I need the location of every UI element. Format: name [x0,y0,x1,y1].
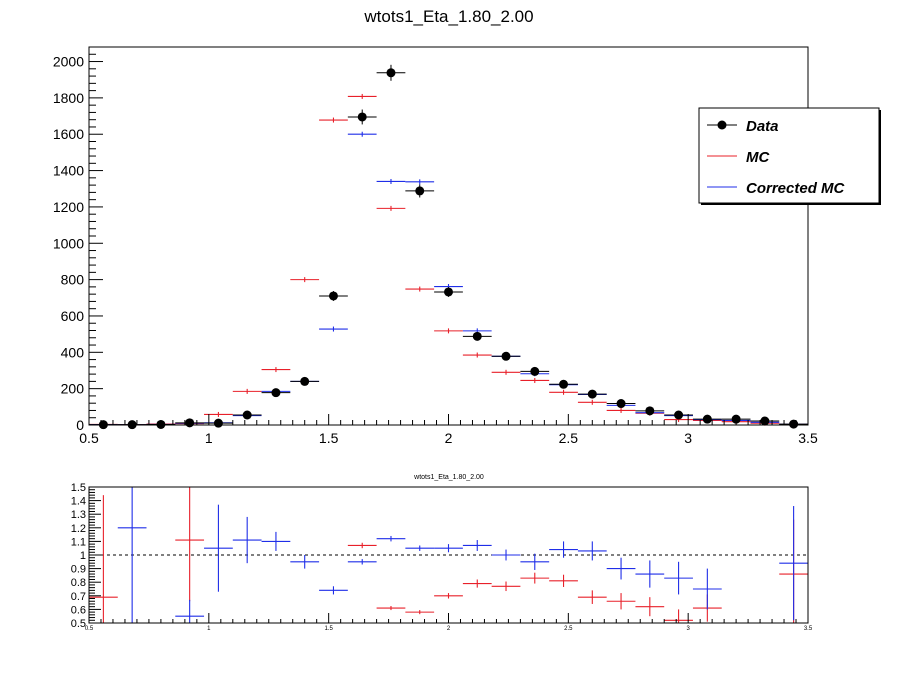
data-point [616,399,626,409]
main-x-tick-label: 0.5 [79,430,99,446]
data-point [415,186,425,196]
ratio-y-tick-label: 0.6 [71,604,86,616]
main-y-tick-label: 1200 [53,199,84,215]
legend-data-marker [717,120,727,130]
main-x-tick-label: 2 [445,430,453,446]
main-x-tick-label: 1 [205,430,213,446]
legend-label-data: Data [746,118,779,135]
legend-shadow-bottom [701,203,881,205]
main-y-tick-label: 800 [61,272,85,288]
main-title: wtots1_Eta_1.80_2.00 [363,7,533,26]
ratio-y-tick-label: 1.5 [71,482,86,494]
main-y-tick-label: 1800 [53,90,84,106]
data-point [501,351,511,361]
data-point [760,416,770,426]
ratio-y-tick-label: 1.3 [71,509,86,521]
ratio-marks [89,487,808,623]
data-point [702,414,712,424]
data-point [472,331,482,341]
ratio-x-tick-label: 3 [686,626,690,632]
legend-shadow [879,110,881,205]
ratio-frame [88,486,809,624]
data-point [185,418,195,428]
main-x-tick-label: 2.5 [559,430,579,446]
main-y-tick-label: 400 [61,344,85,360]
main-y-tick-label: 0 [76,417,84,433]
main-x-tick-label: 3.5 [798,430,818,446]
ratio-y-tick-label: 0.5 [71,618,86,630]
data-point [731,414,741,424]
ratio-x-tick-label: 2.5 [564,626,573,632]
ratio-y-tick-label: 1.1 [71,536,86,548]
data-point [271,388,281,398]
legend-entry-mc: MC [707,149,770,166]
ratio-y-tick-label: 1.2 [71,523,86,535]
data-point [789,419,799,429]
ratio-x-tick-label: 3.5 [804,626,813,632]
legend-label-corrected-mc: Corrected MC [746,180,846,197]
main-frame [88,46,809,426]
main-y-tick-label: 1400 [53,163,84,179]
legend-label-mc: MC [746,149,770,166]
data-point [530,366,540,376]
main-x-tick-label: 1.5 [319,430,339,446]
ratio-y-tick-label: 0.9 [71,564,86,576]
ratio-x-tick-label: 1 [207,626,211,632]
main-y-tick-label: 600 [61,308,85,324]
main-y-tick-label: 1600 [53,126,84,142]
main-y-tick-label: 2000 [53,54,84,70]
legend: Data MC Corrected MC [698,107,881,205]
data-point [386,68,396,78]
data-point [328,291,338,301]
ratio-y-tick-label: 0.8 [71,577,86,589]
ratio-x-tick-label: 0.5 [85,626,94,632]
main-y-tick-label: 1000 [53,235,84,251]
data-point [674,410,684,420]
legend-entry-corrected-mc: Corrected MC [707,180,846,197]
ratio-x-tick-label: 2 [447,626,451,632]
ratio-y-tick-label: 1.4 [71,496,86,508]
main-y-axis: 0 200 400 600 800 1000 1200 1400 1600 1800 2000 [53,46,103,433]
data-point [645,406,655,416]
data-point [559,379,569,389]
ratio-x-tick-label: 1.5 [324,626,333,632]
main-plot: wtots1_Eta_1.80_2.00 0.5 1 1.5 2 2.5 3 3.5 0 20… [53,7,818,446]
data-point [300,376,310,386]
ratio-y-tick-label: 0.7 [71,591,86,603]
data-point [242,410,252,420]
ratio-y-axis: 0.5 0.60.7 0.80.9 1 1.11.2 1.31.4 1.5 [71,482,101,630]
main-x-tick-label: 3 [684,430,692,446]
main-x-axis: 0.5 1 1.5 2 2.5 3 3.5 [79,414,818,446]
data-point [587,389,597,399]
data-point [444,287,453,297]
ratio-plot: wtots1_Eta_1.80_2.00 0.5 1 1.5 2 2.5 3 3.5 0.5… [71,474,813,632]
data-point [213,418,223,428]
ratio-title: wtots1_Eta_1.80_2.00 [413,474,484,481]
main-y-tick-label: 200 [61,381,85,397]
main-marks [89,64,808,430]
legend-entry-data: Data [707,118,779,135]
ratio-x-axis: 0.5 1 1.5 2 2.5 3 3.5 [85,613,813,632]
ratio-y-tick-label: 1 [80,550,86,562]
data-point [357,112,367,122]
